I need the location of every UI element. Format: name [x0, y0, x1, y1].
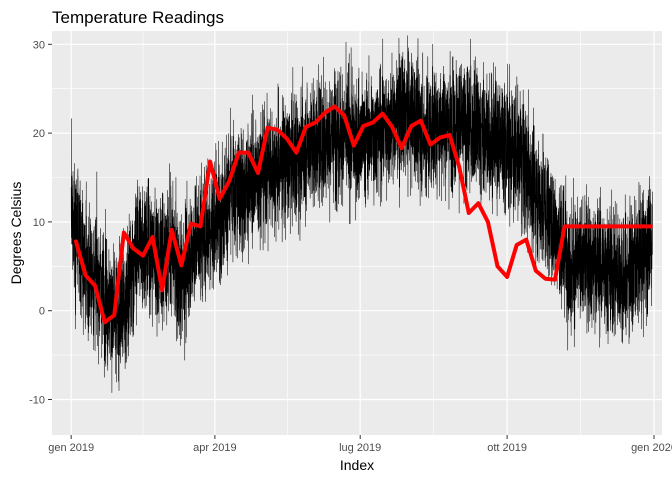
x-tick-label: gen 2020 — [631, 442, 672, 454]
x-tick-label: lug 2019 — [339, 442, 381, 454]
x-tick-label: apr 2019 — [193, 442, 236, 454]
x-tick-label: gen 2019 — [48, 442, 94, 454]
y-tick-label: -10 — [29, 394, 45, 406]
y-tick-label: 10 — [33, 217, 45, 229]
y-tick-label: 20 — [33, 128, 45, 140]
y-axis-ticks: -10 0 10 20 30 — [29, 39, 52, 406]
chart-title: Temperature Readings — [52, 8, 224, 27]
smoothed-temperature-line — [73, 104, 653, 325]
x-tick-label: ott 2019 — [487, 442, 527, 454]
y-tick-label: 0 — [39, 306, 45, 318]
x-axis-ticks: gen 2019 apr 2019 lug 2019 ott 2019 gen 2020 — [48, 435, 672, 454]
smoothed-series — [73, 104, 653, 325]
raw-temperature-line — [70, 35, 653, 393]
raw-series — [70, 35, 653, 393]
y-axis-label: Degrees Celsius — [8, 182, 24, 285]
y-tick-label: 30 — [33, 39, 45, 51]
x-axis-label: Index — [340, 457, 374, 473]
